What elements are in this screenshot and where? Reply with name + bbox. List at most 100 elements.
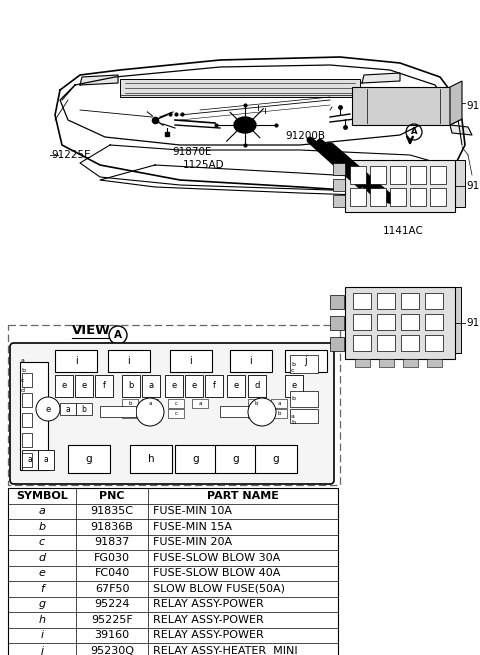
- Text: VIEW: VIEW: [72, 324, 111, 337]
- Text: c: c: [175, 401, 178, 406]
- Bar: [215, 445, 257, 473]
- Bar: [403, 359, 418, 367]
- Bar: [430, 166, 446, 184]
- Bar: [404, 201, 412, 206]
- Bar: [8, 488, 338, 655]
- Text: b: b: [291, 396, 295, 402]
- Bar: [333, 163, 345, 175]
- Text: b: b: [38, 522, 46, 532]
- Bar: [427, 359, 442, 367]
- Text: SLOW BLOW FUSE(50A): SLOW BLOW FUSE(50A): [153, 584, 285, 593]
- Bar: [227, 375, 245, 397]
- Text: e: e: [82, 381, 86, 390]
- Bar: [168, 409, 184, 418]
- Bar: [350, 166, 366, 184]
- Bar: [425, 314, 443, 330]
- Bar: [60, 403, 76, 415]
- Bar: [168, 399, 184, 408]
- Text: 91835C: 91835C: [91, 506, 133, 516]
- Bar: [290, 391, 318, 407]
- Text: b: b: [128, 381, 134, 390]
- Text: RELAY ASSY-POWER: RELAY ASSY-POWER: [153, 615, 264, 625]
- Bar: [290, 409, 318, 423]
- Bar: [271, 399, 287, 408]
- Bar: [290, 355, 318, 373]
- Bar: [345, 287, 455, 359]
- Bar: [390, 166, 406, 184]
- Text: a: a: [148, 401, 152, 406]
- Bar: [38, 450, 54, 470]
- Text: 91836B: 91836B: [91, 522, 133, 532]
- Text: a: a: [21, 358, 25, 362]
- Bar: [377, 314, 395, 330]
- Text: b: b: [277, 411, 281, 416]
- Text: i: i: [74, 356, 77, 366]
- Text: FG030: FG030: [94, 553, 130, 563]
- Text: f: f: [213, 381, 216, 390]
- Bar: [185, 375, 203, 397]
- FancyBboxPatch shape: [10, 343, 334, 484]
- Bar: [379, 359, 394, 367]
- Bar: [75, 375, 93, 397]
- Bar: [22, 393, 32, 407]
- Text: b: b: [254, 401, 258, 406]
- Text: a: a: [38, 506, 46, 516]
- Text: e: e: [61, 381, 67, 390]
- Bar: [285, 350, 327, 372]
- Polygon shape: [450, 125, 472, 135]
- Text: 91200B: 91200B: [286, 130, 325, 141]
- Bar: [22, 433, 32, 447]
- Bar: [401, 293, 419, 309]
- Text: b: b: [128, 401, 132, 406]
- Text: 91950D: 91950D: [466, 181, 480, 191]
- Circle shape: [248, 398, 276, 426]
- Bar: [220, 406, 256, 417]
- Text: 1125AD: 1125AD: [182, 160, 224, 170]
- Text: e: e: [291, 381, 297, 390]
- Text: a: a: [277, 401, 281, 406]
- Text: 95224: 95224: [94, 599, 130, 609]
- Bar: [430, 188, 446, 206]
- Text: i: i: [40, 630, 44, 640]
- Bar: [230, 350, 272, 372]
- Bar: [271, 409, 287, 418]
- Polygon shape: [352, 119, 462, 125]
- Bar: [370, 166, 386, 184]
- Text: 67F50: 67F50: [95, 584, 129, 593]
- Bar: [355, 359, 370, 367]
- Text: j: j: [40, 646, 44, 655]
- Bar: [100, 406, 136, 417]
- Circle shape: [136, 398, 164, 426]
- Bar: [205, 375, 223, 397]
- Text: h: h: [38, 615, 46, 625]
- Text: i: i: [250, 356, 252, 366]
- Bar: [410, 166, 426, 184]
- Text: d: d: [21, 388, 25, 392]
- Text: 95225F: 95225F: [91, 615, 133, 625]
- Text: A: A: [114, 330, 122, 340]
- Bar: [68, 445, 110, 473]
- Text: e: e: [38, 569, 46, 578]
- Bar: [390, 188, 406, 206]
- Bar: [330, 316, 344, 330]
- Text: c: c: [291, 369, 295, 373]
- Polygon shape: [362, 73, 400, 83]
- Bar: [76, 403, 92, 415]
- Text: SYMBOL: SYMBOL: [16, 491, 68, 501]
- Text: a: a: [198, 401, 202, 406]
- Bar: [22, 413, 32, 427]
- Bar: [142, 399, 158, 408]
- Bar: [95, 375, 113, 397]
- Bar: [165, 375, 183, 397]
- Text: RELAY ASSY-POWER: RELAY ASSY-POWER: [153, 630, 264, 640]
- Text: b: b: [82, 405, 86, 413]
- Bar: [22, 373, 32, 387]
- Text: 95230Q: 95230Q: [90, 646, 134, 655]
- Text: A: A: [411, 128, 417, 136]
- Text: g: g: [233, 454, 240, 464]
- Text: a: a: [148, 381, 154, 390]
- Bar: [248, 375, 266, 397]
- Bar: [410, 188, 426, 206]
- Bar: [20, 362, 48, 470]
- Text: g: g: [86, 454, 92, 464]
